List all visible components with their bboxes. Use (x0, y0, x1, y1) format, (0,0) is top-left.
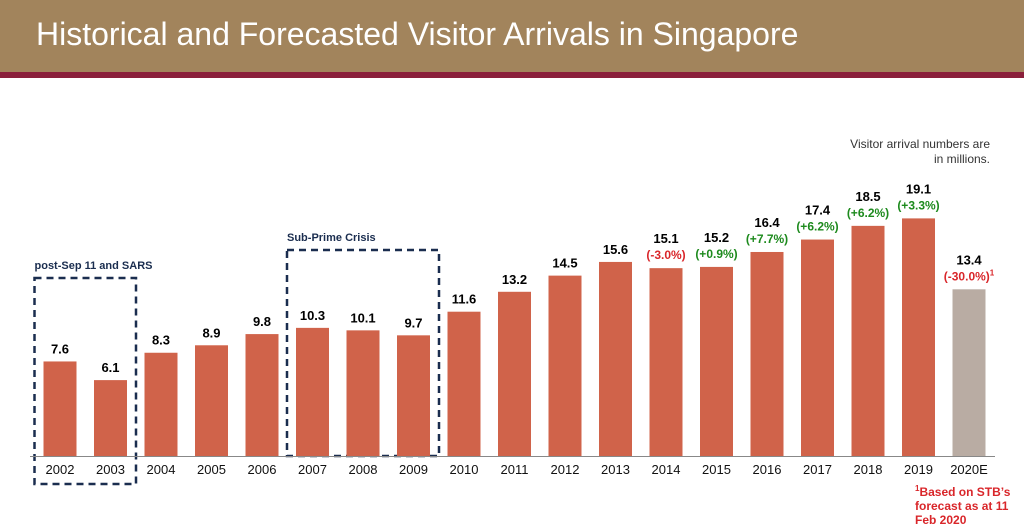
value-label: 9.7 (404, 315, 422, 330)
value-label: 7.6 (51, 341, 69, 356)
bar (599, 261, 632, 456)
x-tick-label: 2008 (349, 462, 378, 477)
change-superscript: 1 (990, 268, 995, 277)
x-tick-label: 2010 (450, 462, 479, 477)
change-label: (-30.0%)1 (944, 268, 995, 283)
bar (801, 239, 834, 456)
change-label: (+3.3%) (897, 198, 939, 212)
bar (649, 268, 683, 456)
value-label: 15.2 (704, 230, 729, 245)
bar (498, 291, 531, 456)
bar (296, 327, 329, 456)
value-label: 17.4 (805, 203, 831, 218)
value-label: 13.4 (956, 252, 982, 267)
footnote-marker: 1 (915, 484, 920, 493)
x-tick-label: 2011 (501, 462, 529, 477)
value-label: 9.8 (253, 314, 271, 329)
change-label: (+6.2%) (847, 206, 889, 220)
bar (43, 361, 77, 456)
x-tick-label: 2007 (298, 462, 327, 477)
bar (548, 275, 582, 456)
value-label: 15.1 (653, 231, 678, 246)
change-label: (+7.7%) (746, 232, 788, 246)
bar (902, 218, 935, 456)
x-tick-label: 2016 (753, 462, 782, 477)
value-label: 10.1 (350, 310, 375, 325)
x-tick-label: 2017 (803, 462, 832, 477)
value-label: 8.9 (202, 325, 220, 340)
title-stripe (0, 72, 1024, 78)
change-label: (+6.2%) (796, 220, 838, 234)
bar (397, 335, 430, 456)
forecast-footnote: 1Based on STB’s forecast as at 11 Feb 20… (915, 482, 1020, 527)
x-tick-label: 2005 (197, 462, 226, 477)
x-tick-label: 2013 (601, 462, 630, 477)
x-tick-label: 2014 (652, 462, 681, 477)
page-title: Historical and Forecasted Visitor Arriva… (36, 16, 799, 52)
x-tick-label: 2015 (702, 462, 731, 477)
bar (195, 345, 228, 456)
bar (245, 334, 279, 456)
value-label: 16.4 (754, 215, 780, 230)
x-tick-label: 2009 (399, 462, 428, 477)
bar (750, 251, 784, 456)
value-label: 11.6 (452, 292, 477, 307)
title-bar: Historical and Forecasted Visitor Arriva… (0, 0, 1024, 72)
footnote-text: Based on STB’s forecast as at 11 Feb 202… (915, 485, 1011, 527)
x-tick-label: 2020E (950, 462, 988, 477)
x-tick-label: 2002 (46, 462, 75, 477)
value-label: 10.3 (300, 308, 325, 323)
value-label: 13.2 (502, 272, 527, 287)
change-label: (+0.9%) (695, 247, 737, 261)
units-note-line1: Visitor arrival numbers are (850, 137, 990, 151)
x-tick-label: 2012 (551, 462, 580, 477)
x-tick-label: 2018 (854, 462, 883, 477)
bar (851, 225, 885, 456)
bar (94, 380, 127, 456)
annotation-label: Sub-Prime Crisis (287, 232, 376, 244)
annotation-label: post-Sep 11 and SARS (35, 260, 153, 272)
x-tick-label: 2019 (904, 462, 933, 477)
units-note-line2: in millions. (933, 152, 990, 166)
value-label: 18.5 (855, 189, 880, 204)
value-label: 6.1 (101, 360, 119, 375)
x-tick-label: 2003 (96, 462, 125, 477)
value-label: 15.6 (603, 242, 628, 257)
x-tick-label: 2004 (147, 462, 176, 477)
value-label: 14.5 (552, 256, 577, 271)
value-label: 19.1 (906, 181, 931, 196)
annotation-box (33, 276, 138, 486)
bar (346, 330, 380, 456)
bar (144, 352, 178, 456)
value-label: 8.3 (152, 333, 170, 348)
bar (700, 266, 733, 456)
x-tick-label: 2006 (248, 462, 277, 477)
bar (447, 311, 481, 456)
units-note: Visitor arrival numbers are in millions. (810, 137, 990, 167)
bar (952, 289, 986, 456)
change-label: (-3.0%) (646, 248, 685, 262)
